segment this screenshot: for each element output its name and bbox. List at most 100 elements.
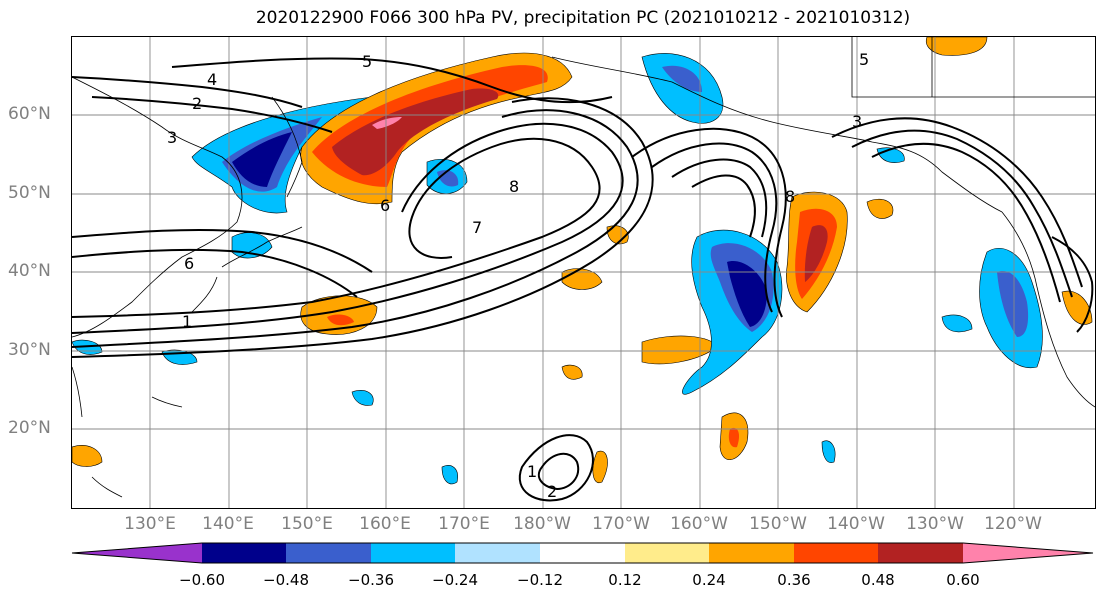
- pv-label: 3: [852, 112, 862, 131]
- pv-contour-trough-3: [671, 158, 768, 238]
- lon-label: 140°W: [827, 514, 885, 534]
- pv-label: 7: [472, 218, 482, 237]
- pv-label: 6: [184, 254, 194, 273]
- colorbar-tick-label: 0.36: [777, 571, 811, 589]
- colorbar-segment: [540, 543, 625, 563]
- lon-label: 120°W: [984, 514, 1042, 534]
- precip-pos-region-2-core: [327, 314, 354, 326]
- colorbar-segment: [963, 543, 1093, 563]
- precip-neg-region-kamchatka-deep: [232, 132, 292, 187]
- precip-pos-region-8: [592, 450, 608, 484]
- pv-label: 2: [547, 482, 557, 501]
- colorbar-segment: [72, 543, 202, 563]
- colorbar-segment: [794, 543, 878, 563]
- precip-shading: [72, 37, 1093, 485]
- colorbar-tick-label: −0.48: [263, 571, 309, 589]
- pv-label: 5: [362, 52, 372, 71]
- pv-contour-ridge-2: [851, 129, 1073, 298]
- lon-label: 170°E: [438, 514, 490, 534]
- precip-pos-region-7: [72, 445, 103, 467]
- colorbar-tick-label: 0.24: [692, 571, 726, 589]
- precip-pos-region-10: [1061, 290, 1093, 325]
- lon-label: 140°E: [202, 514, 254, 534]
- pv-contour-1: [72, 137, 601, 318]
- colorbar-tick-label: −0.12: [517, 571, 563, 589]
- lon-label: 160°W: [670, 514, 728, 534]
- pv-label: 8: [785, 187, 795, 206]
- precip-pos-region-5: [641, 335, 718, 365]
- pv-contours: [72, 57, 1094, 502]
- colorbar-segment: [878, 543, 963, 563]
- map-panel: 1 2 3 4 5 6 7 8 3 5 6 8 2 1: [71, 36, 1096, 509]
- lon-label: 130°E: [124, 514, 176, 534]
- lon-label: 130°W: [906, 514, 964, 534]
- pv-contour-9: [91, 96, 333, 133]
- precip-neg-region-west-coast-core: [997, 271, 1029, 337]
- coastline-asia: [72, 76, 243, 338]
- colorbar-segment: [286, 543, 371, 563]
- coastlines: [72, 37, 1095, 498]
- coastline-canada-north: [851, 37, 1095, 98]
- pv-label: 2: [192, 94, 202, 113]
- pv-label: 6: [380, 196, 390, 215]
- pv-label: 8: [509, 177, 519, 196]
- pv-contour-trough-4: [691, 174, 756, 238]
- precip-pos-region-e-pacific-deep: [804, 225, 828, 282]
- lon-label: 180°W: [513, 514, 571, 534]
- lon-label: 160°E: [359, 514, 411, 534]
- pv-label: 4: [207, 70, 217, 89]
- precip-neg-region-e-pacific-core: [727, 261, 767, 327]
- colorbar-tick-label: −0.36: [348, 571, 394, 589]
- pv-contour-closed-south-inner: [537, 452, 580, 491]
- pv-contour-closed-south: [518, 434, 594, 502]
- lat-label-60n: 60°N: [8, 104, 51, 124]
- colorbar-tick-label: 0.48: [861, 571, 895, 589]
- pv-label: 1: [527, 462, 537, 481]
- colorbar-segment: [455, 543, 540, 563]
- pv-contour-8: [72, 76, 303, 108]
- pv-contour-west-coast: [1051, 236, 1094, 333]
- pv-contour-5: [72, 228, 373, 273]
- colorbar-segment: [371, 543, 455, 563]
- precip-pos-region-9: [866, 198, 894, 219]
- colorbar-segment: [202, 543, 286, 563]
- precip-pos-region-aleutian-peak: [372, 117, 402, 129]
- precip-pos-region-hawaii-core: [728, 427, 740, 448]
- colorbar-segment: [709, 543, 794, 563]
- pv-contour-labels: 1 2 3 4 5 6 7 8 3 5 6 8 2 1: [167, 50, 869, 501]
- pv-label: 1: [182, 312, 192, 331]
- coastline-japan: [191, 226, 303, 313]
- pv-contour-trough-2: [651, 142, 778, 313]
- lat-label-30n: 30°N: [8, 340, 51, 360]
- colorbar-segment: [625, 543, 709, 563]
- precip-neg-region-alaska-core: [662, 65, 702, 92]
- coastline-na-west: [1001, 211, 1095, 408]
- precip-pos-region-4: [606, 225, 629, 245]
- colorbar-tick-label: 0.12: [608, 571, 642, 589]
- coastline-islands: [72, 366, 183, 498]
- colorbar: [71, 542, 1094, 564]
- pv-contour-trough-1: [631, 127, 787, 318]
- colorbar-tick-label: −0.60: [179, 571, 225, 589]
- lon-label: 150°E: [281, 514, 333, 534]
- lat-label-40n: 40°N: [8, 261, 51, 281]
- precip-pos-region-aleutian-core: [332, 88, 499, 176]
- map-canvas: 1 2 3 4 5 6 7 8 3 5 6 8 2 1: [72, 37, 1095, 508]
- pv-contour-2: [72, 122, 624, 334]
- precip-pos-region-gulf-top: [925, 37, 988, 56]
- pv-contour-6: [72, 248, 358, 298]
- graticule: [72, 37, 1095, 508]
- colorbar-tick-label: 0.60: [946, 571, 980, 589]
- precip-neg-region-5: [351, 390, 374, 406]
- coastline-kamchatka: [271, 96, 303, 198]
- colorbar-tick-label: −0.24: [432, 571, 478, 589]
- map-title: 2020122900 F066 300 hPa PV, precipitatio…: [255, 8, 911, 28]
- precip-neg-region-7: [821, 440, 836, 463]
- lat-label-20n: 20°N: [8, 418, 51, 438]
- pv-contour-3: [72, 109, 639, 348]
- lon-label: 170°W: [592, 514, 650, 534]
- lat-label-50n: 50°N: [8, 183, 51, 203]
- pv-contour-7: [171, 57, 613, 104]
- lon-label: 150°W: [749, 514, 807, 534]
- precip-neg-region-west-coast-2: [941, 314, 973, 333]
